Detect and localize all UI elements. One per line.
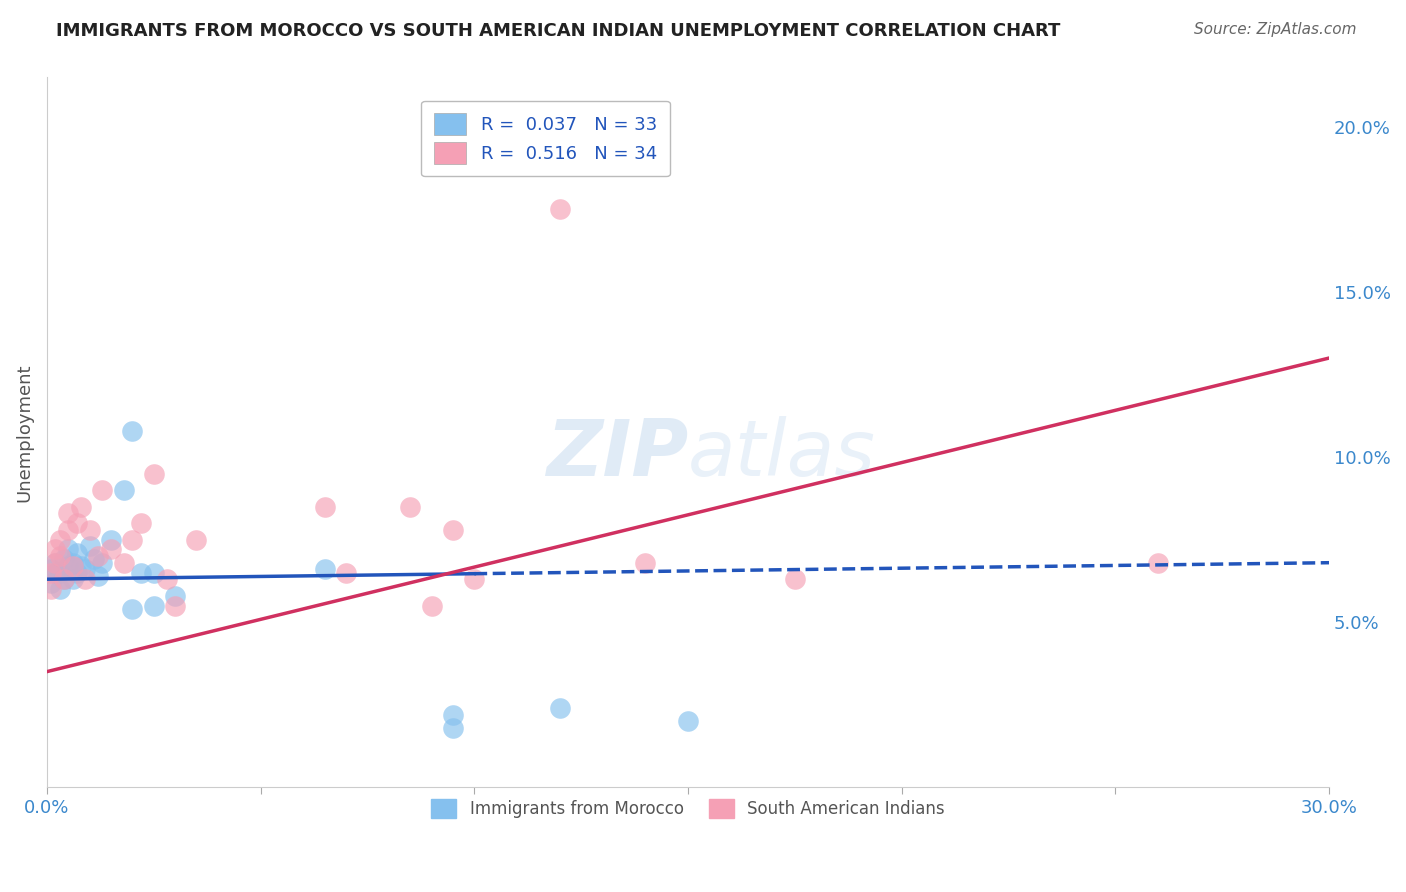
Point bbox=[129, 566, 152, 580]
Point bbox=[142, 467, 165, 481]
Point bbox=[66, 516, 89, 530]
Point bbox=[441, 721, 464, 735]
Point bbox=[39, 566, 62, 580]
Point bbox=[112, 556, 135, 570]
Point bbox=[44, 556, 66, 570]
Point bbox=[100, 533, 122, 547]
Point bbox=[100, 542, 122, 557]
Point bbox=[48, 549, 70, 563]
Point bbox=[58, 559, 80, 574]
Point bbox=[399, 500, 422, 514]
Point bbox=[634, 556, 657, 570]
Point bbox=[39, 562, 62, 576]
Point bbox=[155, 572, 177, 586]
Point bbox=[112, 483, 135, 497]
Point bbox=[58, 542, 80, 557]
Point bbox=[783, 572, 806, 586]
Point bbox=[75, 572, 97, 586]
Point bbox=[91, 483, 114, 497]
Point bbox=[314, 500, 336, 514]
Point bbox=[58, 523, 80, 537]
Point bbox=[79, 539, 101, 553]
Point bbox=[676, 714, 699, 728]
Point bbox=[87, 569, 110, 583]
Point bbox=[420, 599, 443, 613]
Point bbox=[121, 602, 143, 616]
Point bbox=[62, 559, 84, 574]
Point bbox=[66, 546, 89, 560]
Point bbox=[66, 566, 89, 580]
Point bbox=[48, 582, 70, 596]
Y-axis label: Unemployment: Unemployment bbox=[15, 363, 32, 501]
Point bbox=[142, 599, 165, 613]
Point bbox=[463, 572, 485, 586]
Point bbox=[142, 566, 165, 580]
Point bbox=[441, 523, 464, 537]
Point bbox=[165, 599, 187, 613]
Point bbox=[62, 572, 84, 586]
Point bbox=[53, 552, 76, 566]
Point bbox=[83, 552, 105, 566]
Point bbox=[39, 582, 62, 596]
Legend: Immigrants from Morocco, South American Indians: Immigrants from Morocco, South American … bbox=[425, 792, 952, 825]
Point bbox=[53, 572, 76, 586]
Text: ZIP: ZIP bbox=[546, 416, 688, 491]
Point bbox=[441, 707, 464, 722]
Point bbox=[70, 500, 93, 514]
Point bbox=[48, 533, 70, 547]
Point bbox=[91, 556, 114, 570]
Point bbox=[39, 575, 62, 590]
Point bbox=[548, 202, 571, 217]
Point bbox=[129, 516, 152, 530]
Point bbox=[548, 701, 571, 715]
Point bbox=[121, 424, 143, 438]
Point bbox=[48, 566, 70, 580]
Point bbox=[53, 572, 76, 586]
Point bbox=[75, 562, 97, 576]
Point bbox=[1147, 556, 1170, 570]
Point bbox=[79, 523, 101, 537]
Point bbox=[44, 556, 66, 570]
Point bbox=[62, 556, 84, 570]
Point bbox=[314, 562, 336, 576]
Point bbox=[58, 506, 80, 520]
Text: atlas: atlas bbox=[688, 416, 876, 491]
Text: IMMIGRANTS FROM MOROCCO VS SOUTH AMERICAN INDIAN UNEMPLOYMENT CORRELATION CHART: IMMIGRANTS FROM MOROCCO VS SOUTH AMERICA… bbox=[56, 22, 1060, 40]
Point bbox=[87, 549, 110, 563]
Point bbox=[186, 533, 208, 547]
Point bbox=[335, 566, 357, 580]
Text: Source: ZipAtlas.com: Source: ZipAtlas.com bbox=[1194, 22, 1357, 37]
Point bbox=[121, 533, 143, 547]
Point bbox=[44, 542, 66, 557]
Point bbox=[70, 559, 93, 574]
Point bbox=[44, 566, 66, 580]
Point bbox=[165, 589, 187, 603]
